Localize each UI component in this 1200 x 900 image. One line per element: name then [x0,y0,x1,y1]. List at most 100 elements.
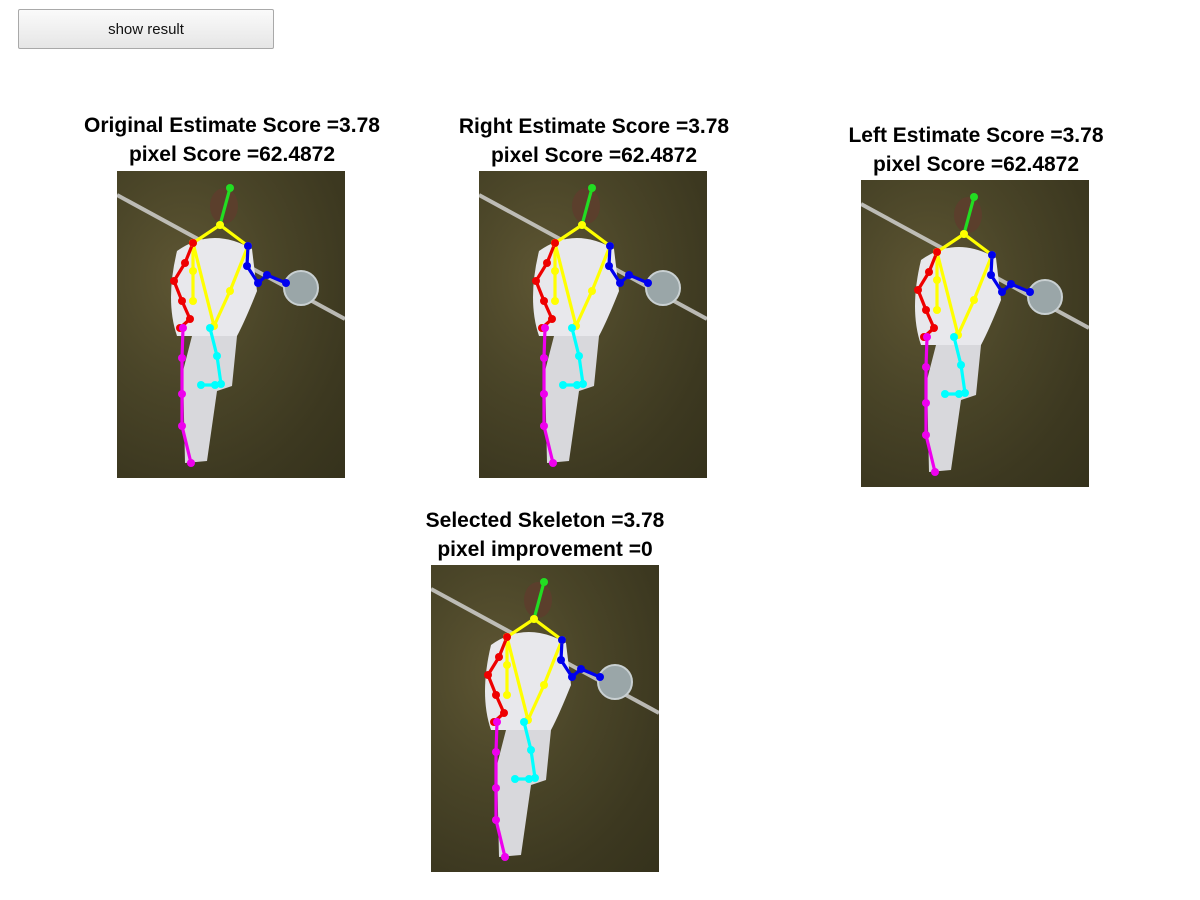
player-shorts-legs [545,336,599,463]
right-pixel-score-label: pixel Score =62.4872 [490,144,698,167]
joint-torso-inner [551,267,559,275]
joint-torso-outline [540,681,548,689]
joint-left-arm [557,656,565,664]
joint-right-leg [922,431,930,439]
joint-right-leg [492,748,500,756]
player-shorts-legs [927,345,981,472]
joint-head [540,578,548,586]
joint-torso-outline [970,296,978,304]
joint-left-leg [527,746,535,754]
joint-right-leg [187,459,195,467]
joint-right-arm [181,259,189,267]
joint-right-arm [922,306,930,314]
right-estimate-image [479,171,707,478]
left-estimate-score-label: Left Estimate Score =3.78 [848,124,1104,147]
joint-right-leg [501,853,509,861]
joint-right-arm [933,248,941,256]
skeleton-torso-outline [935,232,994,337]
joint-left-arm [254,279,262,287]
joint-torso-inner [933,276,941,284]
skeleton-head [218,186,232,227]
joint-torso-outline [578,221,586,229]
joint-right-arm [186,315,194,323]
joint-right-leg [178,354,186,362]
joint-left-arm [625,271,633,279]
pixel-improvement-label: pixel improvement =0 [437,538,653,561]
joint-left-leg [206,324,214,332]
joint-right-arm [484,671,492,679]
joint-right-leg [179,324,187,332]
original-pixel-score-label: pixel Score =62.4872 [128,143,336,166]
joint-head [588,184,596,192]
show-result-button[interactable]: show result [18,9,274,49]
skeleton-torso-outline [191,223,250,328]
right-estimate-score-label: Right Estimate Score =3.78 [458,115,730,138]
original-skeleton-overlay [117,184,345,467]
joint-left-arm [1026,288,1034,296]
joint-right-leg [922,363,930,371]
original-estimate-score-label: Original Estimate Score =3.78 [84,114,380,137]
joint-head [970,193,978,201]
joint-right-arm [930,324,938,332]
joint-left-leg [531,774,539,782]
joint-left-arm [558,636,566,644]
joint-right-arm [914,286,922,294]
joint-left-leg [573,381,581,389]
joint-right-arm [551,239,559,247]
skeleton-torso-outline [553,223,612,328]
soccer-ball [283,270,319,306]
joint-left-leg [213,352,221,360]
joint-right-arm [492,691,500,699]
joint-torso-outline [226,287,234,295]
joint-right-leg [540,354,548,362]
joint-right-arm [495,653,503,661]
joint-left-leg [961,389,969,397]
joint-right-leg [493,718,501,726]
joint-left-leg [950,333,958,341]
joint-right-arm [548,315,556,323]
joint-left-leg [211,381,219,389]
soccer-ball [1027,279,1063,315]
joint-right-arm [543,259,551,267]
joint-left-leg [197,381,205,389]
joint-right-leg [540,422,548,430]
joint-right-leg [923,333,931,341]
left-skeleton-overlay [861,193,1089,476]
joint-left-arm [244,242,252,250]
joint-right-leg [922,399,930,407]
joint-left-leg [217,380,225,388]
joint-torso-outline [216,221,224,229]
joint-right-arm [503,633,511,641]
skeleton-head [532,580,546,621]
joint-left-leg [579,380,587,388]
joint-left-arm [988,251,996,259]
player-shorts-legs [497,730,551,857]
joint-right-arm [189,239,197,247]
joint-left-leg [575,352,583,360]
joint-torso-inner [551,297,559,305]
joint-left-arm [605,262,613,270]
joint-right-arm [925,268,933,276]
soccer-ball [597,664,633,700]
left-pixel-score-label: pixel Score =62.4872 [872,153,1080,176]
joint-left-arm [1007,280,1015,288]
joint-left-arm [596,673,604,681]
player-shorts-legs [183,336,237,463]
joint-torso-outline [960,230,968,238]
joint-right-leg [541,324,549,332]
joint-left-arm [282,279,290,287]
skeleton-head [580,186,594,227]
joint-right-leg [492,784,500,792]
joint-torso-inner [503,661,511,669]
joint-left-arm [263,271,271,279]
joint-right-leg [178,422,186,430]
joint-torso-outline [530,615,538,623]
left-estimate-image [861,180,1089,487]
joint-left-arm [577,665,585,673]
joint-right-arm [170,277,178,285]
joint-right-arm [532,277,540,285]
joint-left-leg [957,361,965,369]
joint-right-arm [500,709,508,717]
joint-right-leg [540,390,548,398]
joint-left-arm [998,288,1006,296]
